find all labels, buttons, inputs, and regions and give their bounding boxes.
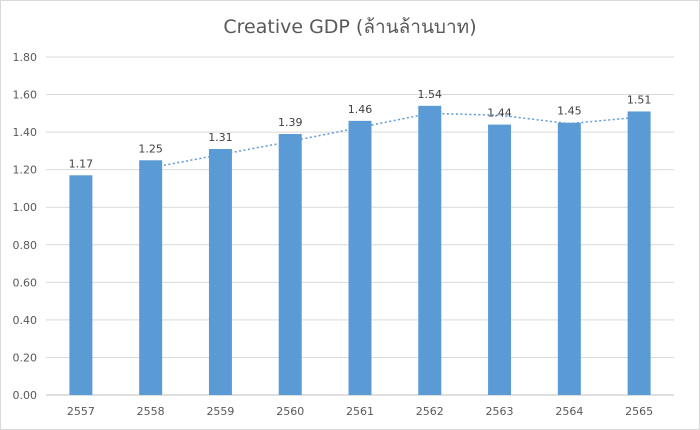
bar (627, 111, 651, 395)
y-tick-label: 1.00 (13, 201, 38, 214)
y-tick-label: 0.40 (13, 314, 38, 327)
x-tick-label: 2560 (276, 405, 304, 418)
x-axis-ticks: 2557 2558 2559 2560 2561 2562 2563 2564 2565 (67, 405, 653, 418)
x-tick-label: 2564 (555, 405, 583, 418)
bar (348, 120, 372, 395)
bar (69, 175, 93, 395)
data-label: 1.44 (487, 107, 512, 120)
moving-average-trendline (150, 112, 640, 169)
data-label: 1.46 (348, 103, 373, 116)
y-tick-label: 0.00 (13, 389, 38, 402)
data-label: 1.25 (138, 142, 163, 155)
y-axis-ticks: 0.00 0.20 0.40 0.60 0.80 1.00 1.20 1.40 1.60 1.80 (13, 51, 38, 402)
data-label: 1.51 (627, 93, 652, 106)
data-labels: 1.17 1.25 1.31 1.39 1.46 1.54 1.44 1.45 1.51 (69, 88, 652, 170)
x-tick-label: 2559 (206, 405, 234, 418)
trendline (150, 112, 640, 169)
x-tick-label: 2562 (416, 405, 444, 418)
y-tick-label: 0.20 (13, 351, 38, 364)
bar (208, 149, 232, 395)
data-label: 1.31 (208, 131, 233, 144)
y-tick-label: 0.60 (13, 276, 38, 289)
y-tick-label: 1.20 (13, 164, 38, 177)
bar (488, 124, 512, 395)
data-label: 1.39 (278, 116, 303, 129)
x-tick-label: 2563 (486, 405, 514, 418)
x-tick-label: 2558 (137, 405, 165, 418)
bar (139, 160, 163, 395)
bar (278, 133, 302, 395)
y-tick-label: 1.80 (13, 51, 38, 64)
bars (69, 105, 651, 396)
x-tick-label: 2557 (67, 405, 95, 418)
data-label: 1.54 (418, 88, 443, 101)
data-label: 1.17 (69, 157, 94, 170)
x-tick-label: 2561 (346, 405, 374, 418)
chart-title: Creative GDP (ล้านล้านบาท) (223, 16, 477, 38)
y-tick-label: 1.60 (13, 89, 38, 102)
y-tick-label: 0.80 (13, 239, 38, 252)
bar (557, 122, 581, 395)
bar (418, 105, 442, 396)
x-tick-label: 2565 (625, 405, 653, 418)
data-label: 1.45 (557, 105, 582, 118)
y-tick-label: 1.40 (13, 126, 38, 139)
